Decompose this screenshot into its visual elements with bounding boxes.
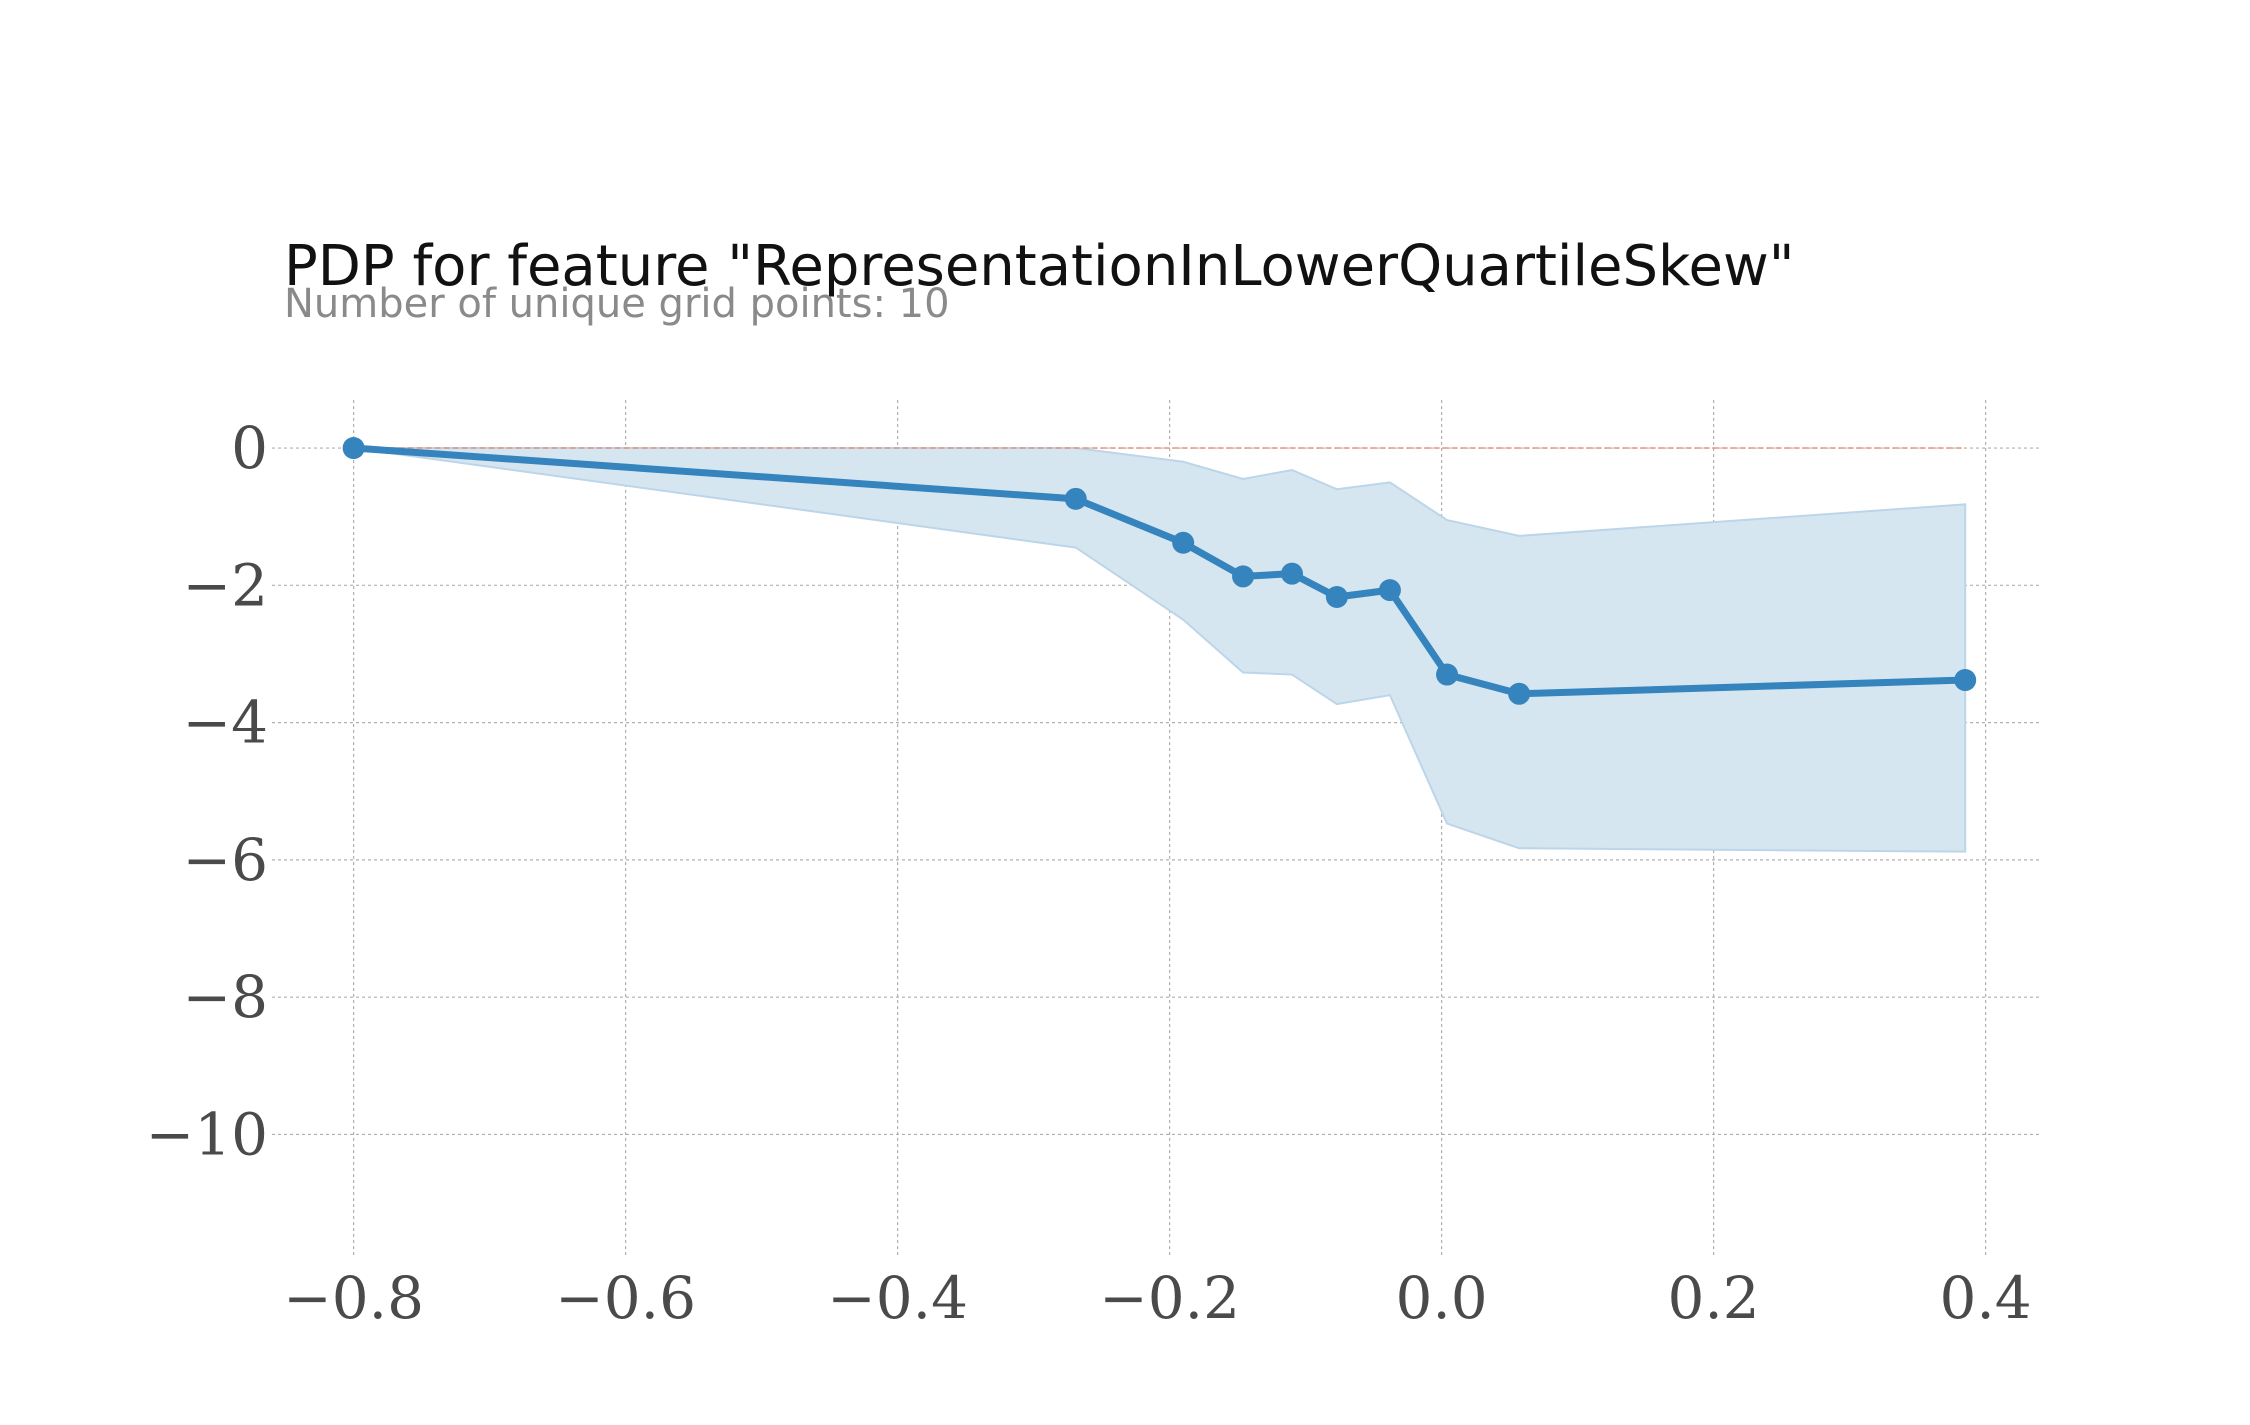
chart-subtitle: Number of unique grid points: 10 (284, 281, 950, 327)
x-tick-label: −0.4 (827, 1264, 968, 1332)
pdp-point (1325, 585, 1348, 608)
confidence-band-area (353, 447, 1967, 853)
x-tick-label: 0.0 (1395, 1264, 1487, 1332)
chart-title: PDP for feature "RepresentationInLowerQu… (284, 234, 1795, 299)
y-tick-label: −2 (183, 551, 269, 619)
x-tick-label: −0.2 (1099, 1264, 1240, 1332)
pdp-point (1281, 562, 1303, 585)
pdp-point (1954, 669, 1977, 692)
x-tick-label: 0.4 (1939, 1264, 2031, 1332)
confidence-band (353, 447, 1967, 853)
x-tick-label: −0.6 (555, 1264, 696, 1332)
x-tick-label: −0.8 (283, 1264, 424, 1332)
y-axis-ticks: 0 −2 −4 −6 −8 −10 (146, 414, 268, 1168)
pdp-point (1378, 579, 1401, 602)
pdp-point (1508, 682, 1531, 705)
x-axis-ticks: −0.8 −0.6 −0.4 −0.2 0.0 0.2 0.4 (283, 1264, 2032, 1332)
y-tick-label: −6 (183, 826, 269, 894)
y-tick-label: −8 (183, 963, 269, 1031)
pdp-point (1064, 487, 1087, 510)
pdp-point (1232, 565, 1255, 588)
y-tick-label: 0 (231, 414, 268, 482)
pdp-points (342, 437, 1977, 705)
pdp-point (342, 437, 365, 460)
y-tick-label: −10 (146, 1100, 268, 1168)
pdp-point (1436, 663, 1459, 686)
pdp-line (350, 444, 1969, 698)
pdp-point (1172, 531, 1195, 554)
x-tick-label: 0.2 (1667, 1264, 1759, 1332)
y-tick-label: −4 (183, 689, 269, 757)
pdp-series-line (350, 444, 1969, 698)
